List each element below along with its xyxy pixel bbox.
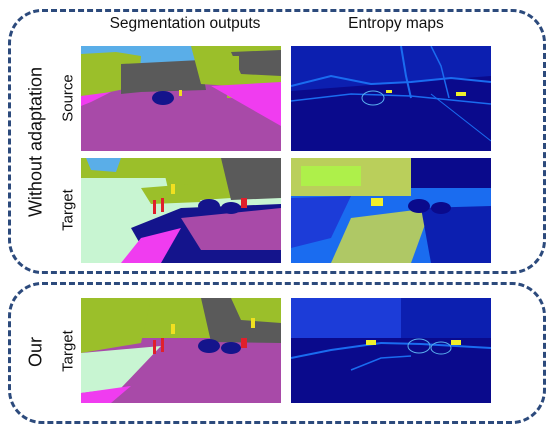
our-target-entropy-map bbox=[291, 298, 491, 403]
without-adaptation-label: Without adaptation bbox=[25, 66, 46, 218]
our-target-segmentation-image bbox=[81, 298, 281, 403]
without-adaptation-group-frame bbox=[8, 9, 546, 274]
our-label: Our bbox=[25, 336, 46, 368]
source-segmentation-image bbox=[81, 46, 281, 151]
source-row-label: Source bbox=[59, 74, 77, 122]
entropy-maps-header: Entropy maps bbox=[348, 15, 444, 32]
our-target-row-label: Target bbox=[59, 330, 77, 372]
target-segmentation-image bbox=[81, 158, 281, 263]
segmentation-outputs-header: Segmentation outputs bbox=[109, 15, 261, 32]
our-method-group-frame bbox=[8, 282, 546, 424]
target-row-label: Target bbox=[59, 189, 77, 231]
target-entropy-map bbox=[291, 158, 491, 263]
source-entropy-map bbox=[291, 46, 491, 151]
